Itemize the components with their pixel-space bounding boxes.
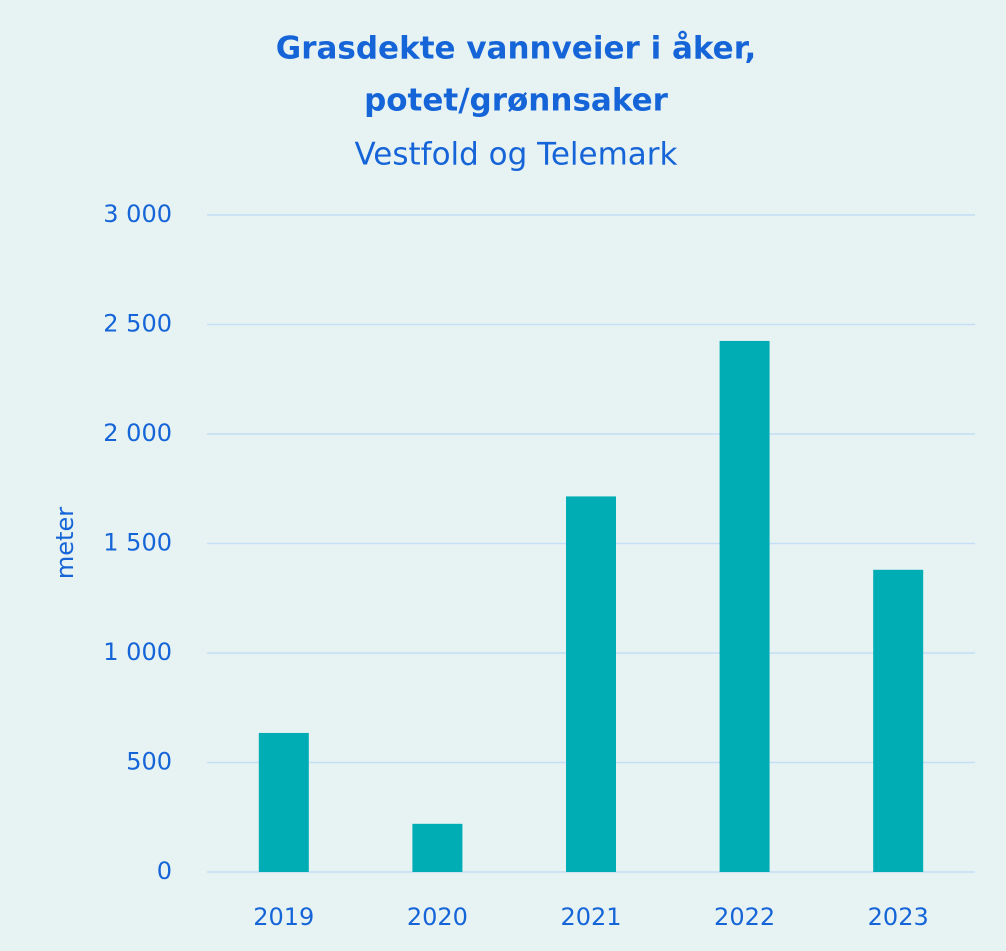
x-tick-label: 2019	[253, 903, 314, 931]
chart-title: Grasdekte vannveier i åker,	[276, 31, 756, 67]
x-tick-label: 2022	[714, 903, 775, 931]
bar	[258, 732, 309, 872]
y-tick-label: 3 000	[103, 200, 172, 228]
bar	[873, 569, 924, 872]
x-tick-label: 2023	[868, 903, 929, 931]
y-tick-label: 1 000	[103, 638, 172, 666]
chart-title: potet/grønnsaker	[364, 83, 669, 119]
bar	[412, 823, 463, 872]
chart-subtitle: Vestfold og Telemark	[354, 137, 677, 173]
y-tick-label: 2 000	[103, 419, 172, 447]
y-tick-label: 1 500	[103, 529, 172, 557]
y-tick-label: 500	[126, 748, 172, 776]
x-tick-label: 2020	[407, 903, 468, 931]
bar	[566, 496, 616, 872]
bar	[719, 340, 770, 872]
y-tick-label: 2 500	[103, 310, 172, 338]
y-tick-label: 0	[157, 857, 172, 885]
y-axis-label: meter	[51, 507, 79, 579]
x-tick-label: 2021	[560, 903, 621, 931]
